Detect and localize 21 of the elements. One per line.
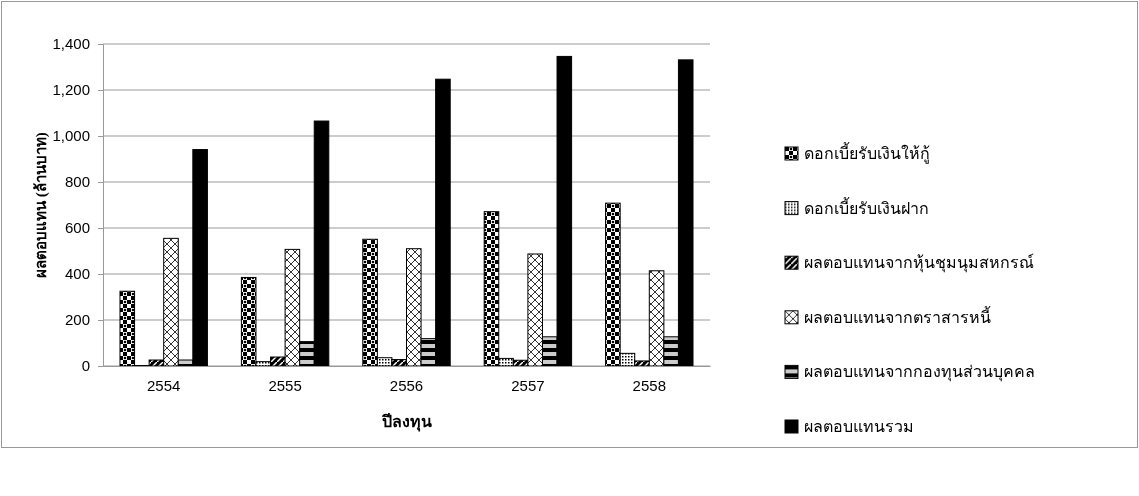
y-tick-label: 1,400 bbox=[52, 35, 90, 53]
y-tick-label: 1,200 bbox=[52, 81, 90, 99]
legend-label: ผลตอบแทนจากกองทุนส่วนบุคคล bbox=[804, 363, 1035, 383]
x-tick-label: 2554 bbox=[147, 376, 181, 394]
y-axis-title: ผลตอบแทน (ล้านบาท) bbox=[33, 132, 50, 278]
legend-label: ผลตอบแทนรวม bbox=[804, 418, 914, 435]
y-tick-label: 200 bbox=[64, 311, 90, 329]
x-tick-label: 2556 bbox=[389, 376, 424, 394]
y-tick-label: 1,000 bbox=[52, 127, 90, 145]
legend-label: ผลตอบแทนจากตราสารหนี้ bbox=[804, 305, 991, 326]
x-tick-label: 2557 bbox=[511, 376, 545, 394]
x-axis-title: ปีลงทุน bbox=[380, 412, 432, 432]
x-tick-label: 2555 bbox=[268, 376, 302, 394]
y-tick-label: 600 bbox=[64, 219, 90, 237]
legend-label: ผลตอบแทนจากหุ้นชุมนุมสหกรณ์ bbox=[804, 253, 1034, 274]
y-tick-label: 0 bbox=[81, 357, 90, 375]
legend-label: ดอกเบี้ยรับเงินให้กู้ bbox=[804, 142, 930, 164]
x-tick-label: 2558 bbox=[632, 376, 666, 394]
y-tick-label: 800 bbox=[64, 173, 90, 191]
y-tick-label: 400 bbox=[64, 265, 90, 283]
legend-label: ดอกเบี้ยรับเงินฝาก bbox=[804, 196, 929, 217]
